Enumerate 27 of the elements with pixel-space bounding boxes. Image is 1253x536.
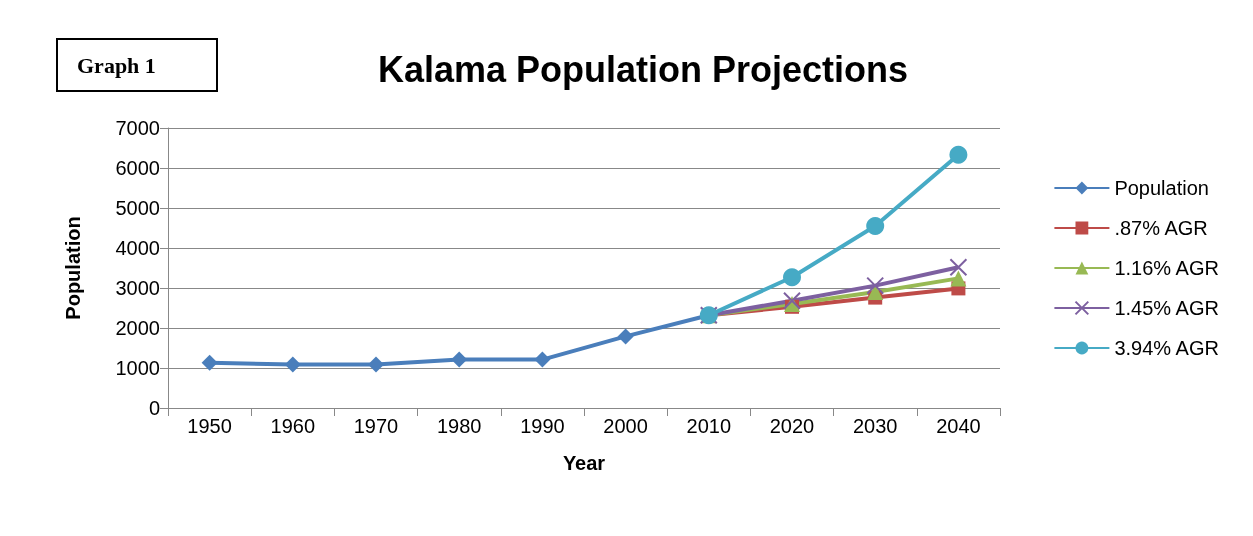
legend-label: Population — [1114, 177, 1209, 199]
legend-label: .87% AGR — [1114, 217, 1208, 239]
x-tick-label: 1960 — [270, 415, 316, 437]
x-tick-label: 2020 — [769, 415, 815, 437]
legend-label: 3.94% AGR — [1114, 337, 1219, 359]
chart-title: Kalama Population Projections — [377, 48, 909, 90]
y-tick-label: 3000 — [115, 277, 160, 299]
y-tick-label: 6000 — [115, 157, 160, 179]
x-tick-label: 2000 — [603, 415, 648, 437]
x-tick-label: 1970 — [353, 415, 399, 437]
y-tick-label: 7000 — [115, 117, 160, 139]
y-tick-label: 0 — [148, 397, 160, 419]
y-tick-label: 5000 — [115, 197, 160, 219]
x-tick-label: 2040 — [936, 415, 981, 437]
x-tick-label: 2010 — [686, 415, 732, 437]
x-tick-label: 2030 — [852, 415, 898, 437]
x-tick-label: 1950 — [187, 415, 232, 437]
x-tick-label: 1980 — [436, 415, 482, 437]
y-tick-label: 1000 — [115, 357, 160, 379]
y-axis-title: Population — [62, 216, 84, 320]
y-tick-label: 4000 — [115, 237, 160, 259]
legend-label: 1.45% AGR — [1114, 297, 1219, 319]
caption: Graph 1 — [77, 52, 156, 78]
y-tick-label: 2000 — [115, 317, 160, 339]
x-tick-label: 1990 — [520, 415, 565, 437]
legend-label: 1.16% AGR — [1114, 257, 1219, 279]
x-axis-title: Year — [562, 452, 606, 474]
